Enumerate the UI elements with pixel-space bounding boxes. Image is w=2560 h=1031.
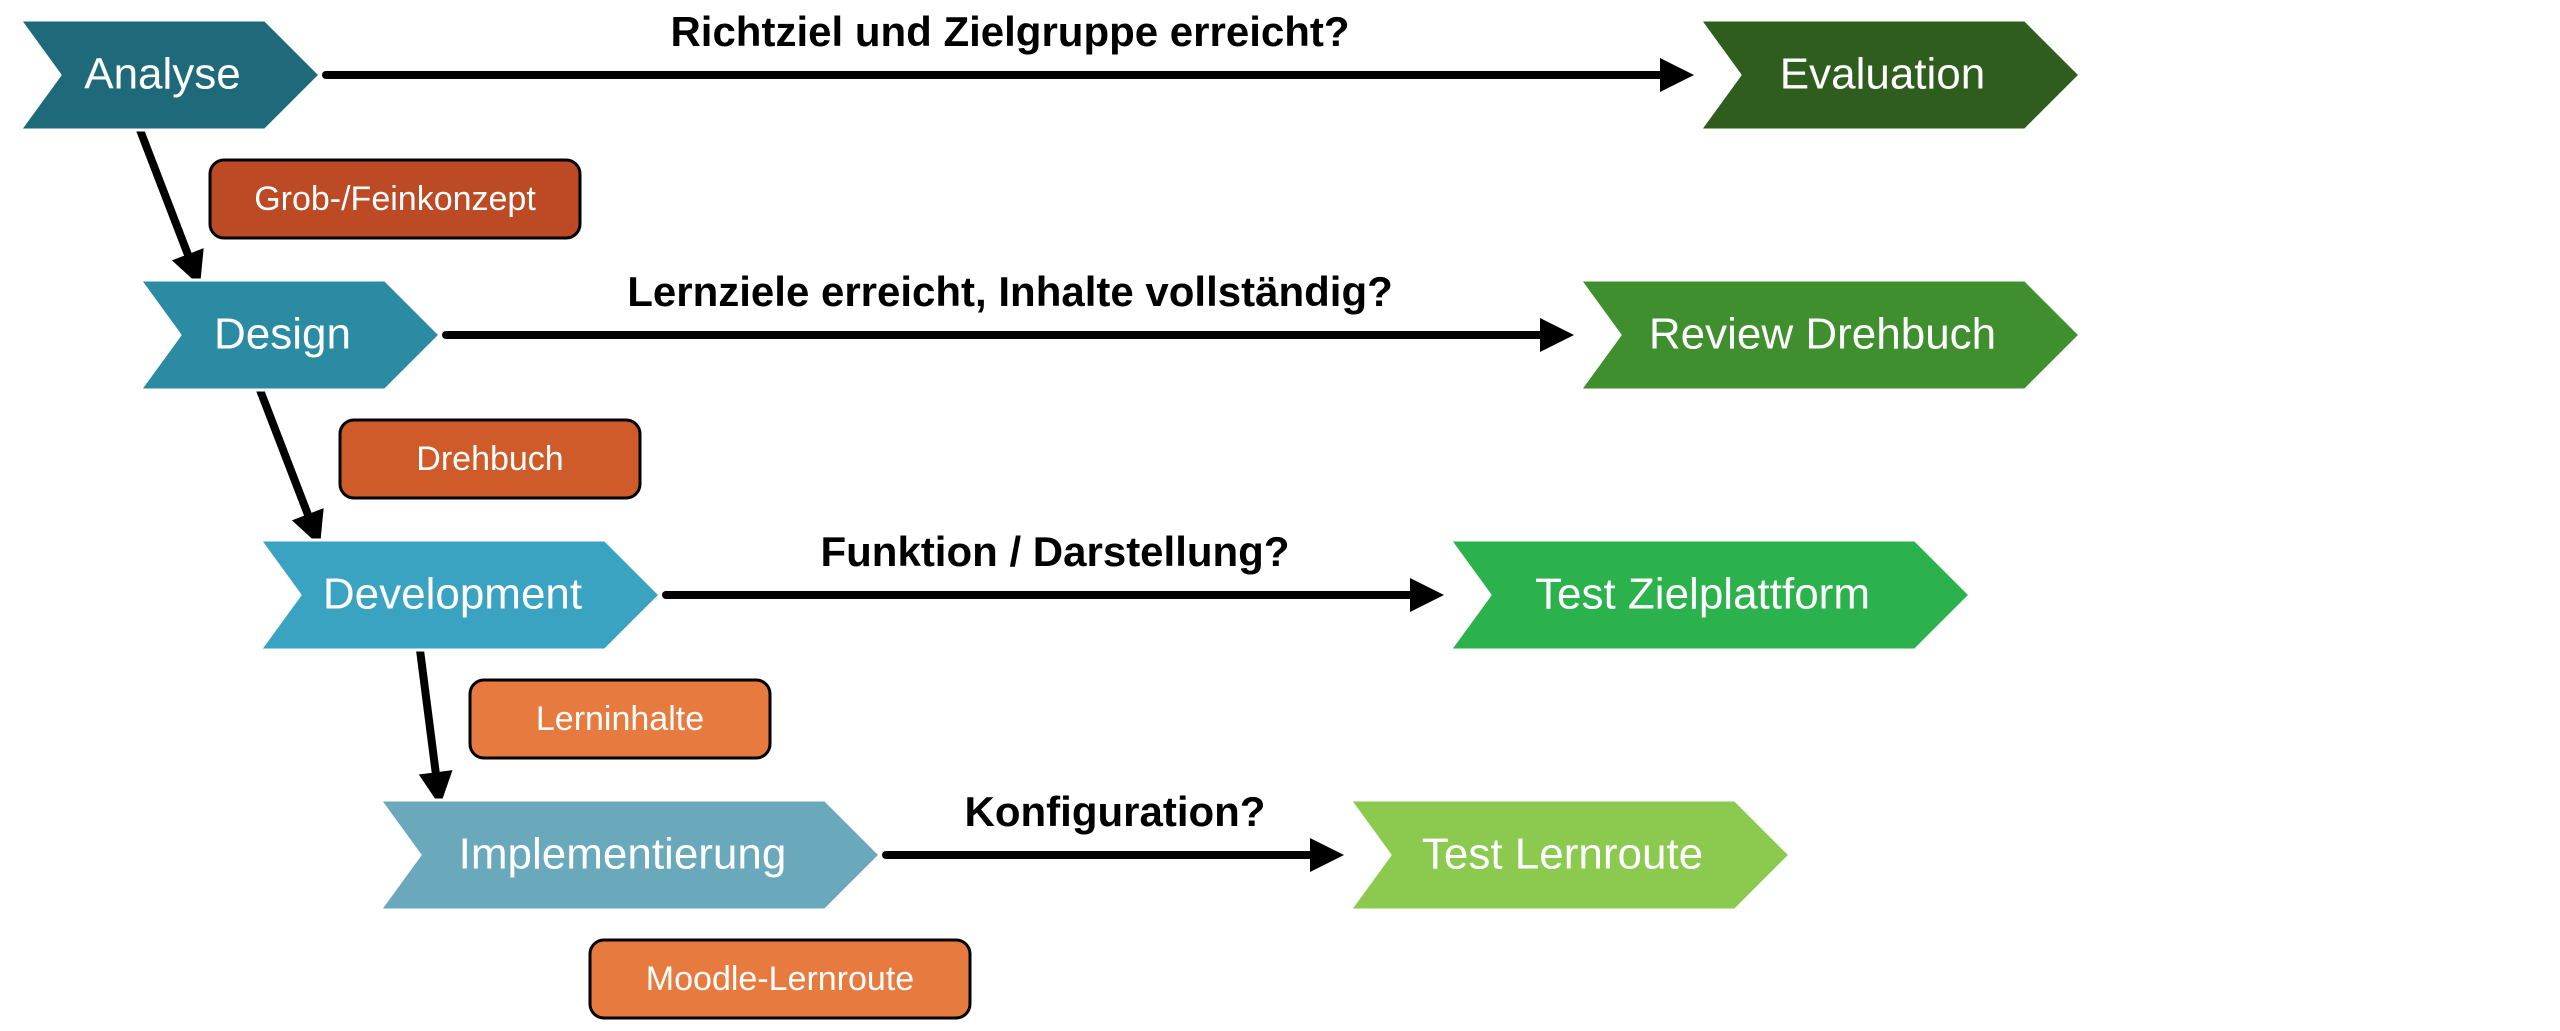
chevron-label-test-platform: Test Zielplattform: [1535, 570, 1870, 619]
chevron-label-analyse: Analyse: [84, 50, 241, 99]
arrow-right-implement-test-route: Konfiguration?: [886, 788, 1344, 872]
chevron-phase-implement: Implementierung: [380, 800, 880, 910]
artifact-label-lerninh: Lerninhalte: [536, 700, 704, 738]
artifact-box-drehbuch: Drehbuch: [340, 420, 640, 498]
arrow-label-development-test-platform: Funktion / Darstellung?: [821, 528, 1290, 575]
artifact-box-moodle: Moodle-Lernroute: [590, 940, 970, 1018]
chevron-phase-analyse: Analyse: [20, 20, 320, 130]
chevron-target-evaluation: Evaluation: [1700, 20, 2080, 130]
chevron-target-test-platform: Test Zielplattform: [1450, 540, 1970, 650]
arrow-right-analyse-evaluation: Richtziel und Zielgruppe erreicht?: [326, 8, 1694, 92]
chevron-target-review: Review Drehbuch: [1580, 280, 2080, 390]
chevron-label-evaluation: Evaluation: [1780, 50, 1985, 99]
arrow-right-design-review: Lernziele erreicht, Inhalte vollständig?: [446, 268, 1574, 352]
arrow-right-development-test-platform: Funktion / Darstellung?: [666, 528, 1444, 612]
arrow-label-analyse-evaluation: Richtziel und Zielgruppe erreicht?: [670, 8, 1349, 55]
chevron-phase-design: Design: [140, 280, 440, 390]
arrow-down-development-implement: [419, 650, 453, 806]
artifact-label-moodle: Moodle-Lernroute: [646, 960, 914, 998]
artifact-box-lerninh: Lerninhalte: [470, 680, 770, 758]
arrow-down-design-development: [260, 390, 324, 546]
chevron-label-review: Review Drehbuch: [1649, 310, 1996, 359]
chevron-target-test-route: Test Lernroute: [1350, 800, 1790, 910]
chevron-label-design: Design: [214, 310, 351, 359]
chevron-label-development: Development: [323, 570, 582, 619]
artifact-label-grob: Grob-/Feinkonzept: [254, 180, 536, 218]
artifact-box-grob: Grob-/Feinkonzept: [210, 160, 580, 238]
arrow-label-design-review: Lernziele erreicht, Inhalte vollständig?: [627, 268, 1393, 315]
chevron-label-implement: Implementierung: [459, 830, 787, 879]
chevron-phase-development: Development: [260, 540, 660, 650]
chevron-label-test-route: Test Lernroute: [1422, 830, 1703, 879]
artifact-label-drehbuch: Drehbuch: [416, 440, 563, 478]
arrow-label-implement-test-route: Konfiguration?: [965, 788, 1266, 835]
arrow-down-analyse-design: [140, 130, 204, 286]
